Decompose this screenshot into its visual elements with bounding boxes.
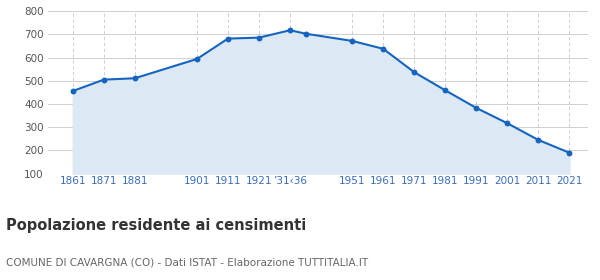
Point [472,106,481,110]
Text: Popolazione residente ai censimenti: Popolazione residente ai censimenti [6,218,306,234]
Point [192,57,202,61]
Point [379,46,388,51]
Point [533,138,543,142]
Point [223,36,233,41]
Point [347,39,357,43]
Text: COMUNE DI CAVARGNA (CO) - Dati ISTAT - Elaborazione TUTTITALIA.IT: COMUNE DI CAVARGNA (CO) - Dati ISTAT - E… [6,258,368,268]
Point [409,70,419,74]
Point [130,76,140,80]
Point [99,77,109,82]
Point [440,88,450,93]
Point [301,31,310,36]
Point [68,89,77,93]
Point [254,35,264,40]
Point [565,150,574,155]
Point [285,28,295,32]
Point [503,121,512,125]
